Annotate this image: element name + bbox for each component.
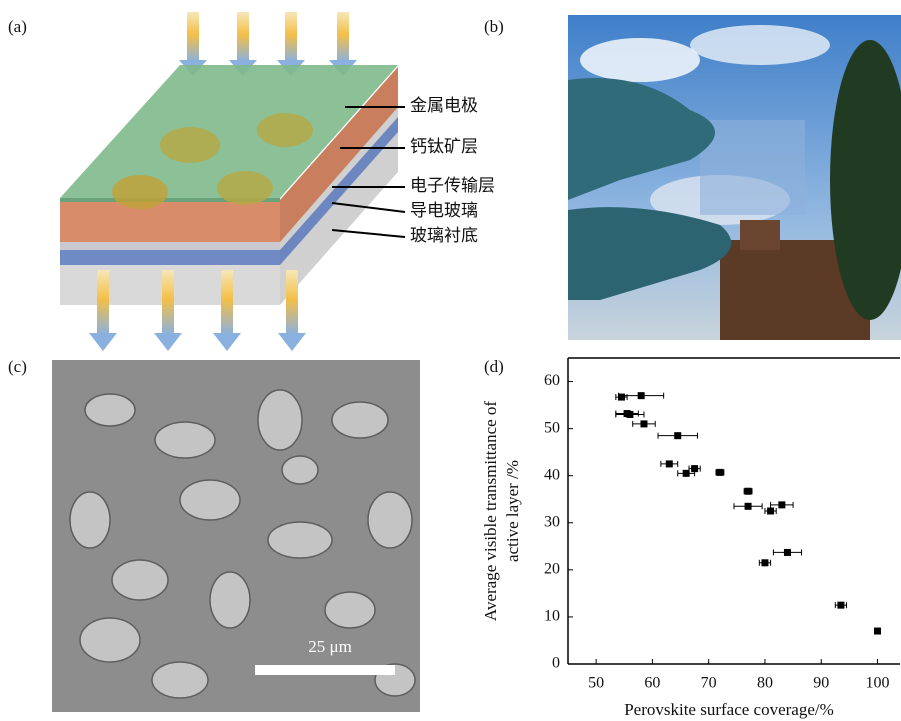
- panel-label: (a): [8, 17, 27, 36]
- point: [716, 468, 724, 476]
- y-tick-label: 30: [544, 513, 560, 530]
- point: [626, 410, 634, 418]
- point: [744, 502, 752, 510]
- point: [744, 487, 752, 495]
- leader-lines: [331, 106, 406, 238]
- photo: [568, 15, 901, 340]
- device-diagram: [60, 12, 406, 351]
- x-tick-label: 50: [588, 675, 604, 692]
- point: [767, 507, 775, 515]
- y-axis-label: active layer /%: [503, 460, 522, 562]
- layer-label: 电子传输层: [410, 176, 495, 195]
- y-axis-label: Average visible transmittance of: [481, 401, 500, 621]
- panel-label: (d): [484, 357, 504, 376]
- point: [674, 432, 682, 440]
- x-tick-label: 60: [644, 675, 660, 692]
- bottom-arrows: [89, 270, 306, 351]
- y-tick-label: 40: [544, 466, 560, 483]
- scale-label: 25 μm: [308, 637, 352, 656]
- point: [665, 460, 673, 468]
- sem-image: 25 μm: [52, 360, 420, 712]
- y-tick-label: 20: [544, 561, 560, 578]
- point: [691, 465, 699, 473]
- x-tick-label: 80: [757, 675, 773, 692]
- point: [873, 627, 881, 635]
- x-tick-label: 90: [813, 675, 829, 692]
- point: [640, 420, 648, 428]
- layer-label: 玻璃衬底: [410, 226, 478, 245]
- point: [783, 548, 791, 556]
- layer-label: 导电玻璃: [410, 201, 478, 220]
- x-tick-label: 100: [865, 675, 889, 692]
- layer-label: 钙钛矿层: [410, 137, 478, 156]
- y-tick-label: 10: [544, 608, 560, 625]
- point: [617, 393, 625, 401]
- x-axis-label: Perovskite surface coverage/%: [624, 700, 834, 719]
- y-tick-label: 0: [552, 655, 560, 672]
- y-tick-label: 50: [544, 419, 560, 436]
- point: [682, 469, 690, 477]
- panel-label: (c): [8, 357, 27, 376]
- point: [778, 501, 786, 509]
- point: [761, 559, 769, 567]
- y-tick-label: 60: [544, 372, 560, 389]
- scale-bar: [255, 665, 395, 675]
- panel-label: (b): [484, 17, 504, 36]
- x-tick-label: 70: [701, 675, 717, 692]
- layer-label: 金属电极: [410, 96, 478, 115]
- point: [837, 601, 845, 609]
- point: [637, 392, 645, 400]
